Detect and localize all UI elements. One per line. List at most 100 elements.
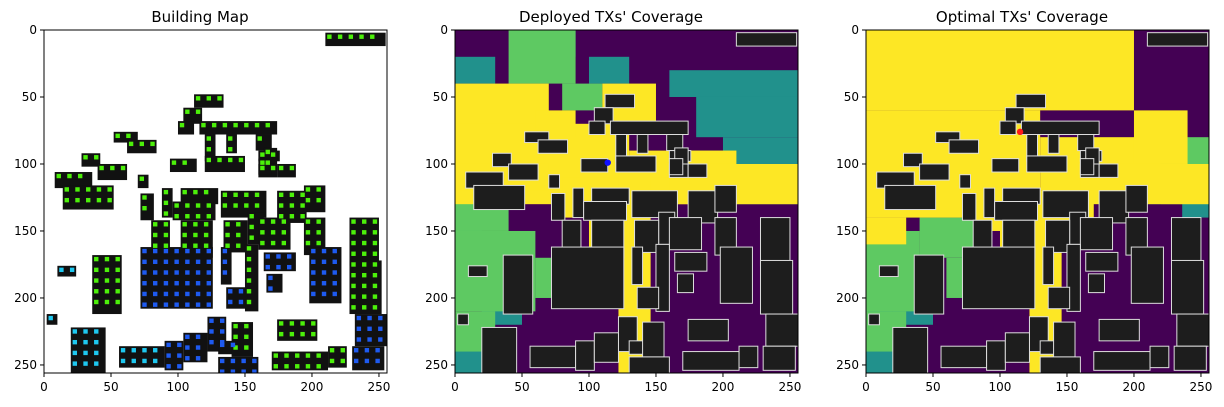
grid-dot-green	[278, 214, 284, 219]
building	[759, 259, 794, 315]
building	[119, 346, 165, 368]
transmitter-marker	[604, 159, 611, 166]
grid-dot-green	[206, 147, 212, 152]
grid-dot-green	[273, 364, 278, 369]
grid-dot-green	[67, 173, 72, 179]
grid-dot-blue	[177, 353, 182, 358]
grid-dot-green	[270, 152, 276, 157]
building	[1079, 158, 1095, 176]
grid-dot-cyan	[59, 267, 64, 273]
grid-dot-green	[270, 230, 276, 235]
grid-dot-green	[289, 214, 295, 219]
grid-dot-blue	[206, 291, 212, 297]
grid-dot-green	[174, 214, 179, 219]
grid-dot-blue	[209, 329, 214, 334]
grid-dot-cyan	[69, 267, 75, 273]
grid-dot-cyan	[120, 358, 126, 364]
grid-dot-green	[94, 289, 99, 294]
grid-dot-green	[340, 358, 345, 364]
grid-dot-green	[246, 256, 252, 262]
grid-dot-green	[94, 256, 99, 262]
grid-dot-blue	[222, 248, 228, 254]
building	[1066, 243, 1081, 312]
grid-dot-blue	[163, 270, 169, 275]
building	[548, 174, 561, 189]
grid-dot-green	[351, 305, 356, 310]
building	[735, 32, 798, 47]
grid-dot-blue	[230, 342, 236, 348]
grid-dot-blue	[153, 248, 158, 254]
grid-dot-green	[329, 348, 335, 353]
grid-dot-green	[362, 230, 367, 235]
coverage-region-high	[1133, 110, 1188, 164]
y-tick-label: 50	[433, 90, 448, 104]
grid-dot-blue	[142, 291, 147, 297]
grid-dot-green	[222, 203, 228, 208]
grid-dot-green	[115, 133, 120, 139]
grid-dot-blue	[195, 259, 201, 264]
grid-dot-green	[163, 200, 169, 206]
grid-dot-green	[86, 187, 91, 192]
grid-dot-blue	[228, 299, 233, 305]
grid-dot-cyan	[72, 329, 78, 334]
grid-dot-blue	[166, 353, 171, 358]
grid-dot-green	[249, 224, 254, 230]
building	[575, 340, 595, 371]
grid-dot-green	[233, 334, 238, 340]
y-tick-label: 150	[836, 224, 859, 238]
grid-dot-green	[115, 278, 120, 283]
grid-dot-blue	[353, 348, 359, 353]
grid-dot-blue	[185, 270, 190, 275]
building	[1093, 351, 1151, 371]
grid-dot-green	[351, 294, 356, 299]
grid-dot-cyan	[142, 348, 147, 353]
grid-dot-green	[236, 243, 241, 248]
grid-dot-blue	[321, 259, 327, 264]
grid-dot-blue	[153, 259, 158, 264]
grid-dot-blue	[238, 299, 244, 305]
building	[467, 265, 488, 278]
grid-dot-blue	[206, 248, 212, 254]
building	[668, 217, 703, 251]
y-tick-label: 100	[14, 157, 37, 171]
y-tick-label: 100	[425, 157, 448, 171]
grid-dot-green	[195, 214, 201, 219]
grid-dot-green	[96, 187, 102, 192]
grid-dot-blue	[230, 358, 236, 364]
grid-dot-green	[246, 267, 252, 273]
grid-dot-blue	[177, 364, 182, 369]
grid-dot-green	[104, 256, 110, 262]
grid-dot-blue	[209, 318, 214, 323]
grid-dot-green	[295, 364, 300, 369]
grid-dot-green	[115, 299, 120, 305]
coverage-region-mid	[508, 30, 576, 84]
grid-dot-green	[203, 243, 209, 248]
grid-dot-green	[372, 219, 378, 224]
building	[1098, 163, 1119, 178]
grid-dot-green	[300, 321, 305, 326]
y-tick-label: 150	[14, 224, 37, 238]
grid-dot-blue	[195, 356, 201, 361]
grid-dot-cyan	[94, 339, 99, 345]
grid-dot-green	[182, 160, 187, 165]
grid-dot-blue	[353, 358, 359, 364]
building	[169, 158, 197, 173]
grid-dot-blue	[378, 337, 383, 342]
building	[631, 246, 644, 286]
coverage-layer	[455, 30, 798, 373]
building	[57, 265, 77, 277]
grid-dot-green	[348, 34, 354, 39]
grid-dot-green	[327, 34, 332, 39]
grid-dot-blue	[332, 248, 337, 254]
axes-frame	[43, 29, 388, 374]
grid-dot-blue	[163, 281, 169, 286]
grid-dot-green	[351, 230, 356, 235]
axes-frame	[865, 29, 1210, 374]
grid-dot-green	[115, 267, 120, 273]
grid-dot-cyan	[131, 358, 136, 364]
building	[140, 247, 213, 309]
building	[481, 326, 518, 373]
building	[164, 340, 184, 371]
building	[668, 158, 684, 176]
